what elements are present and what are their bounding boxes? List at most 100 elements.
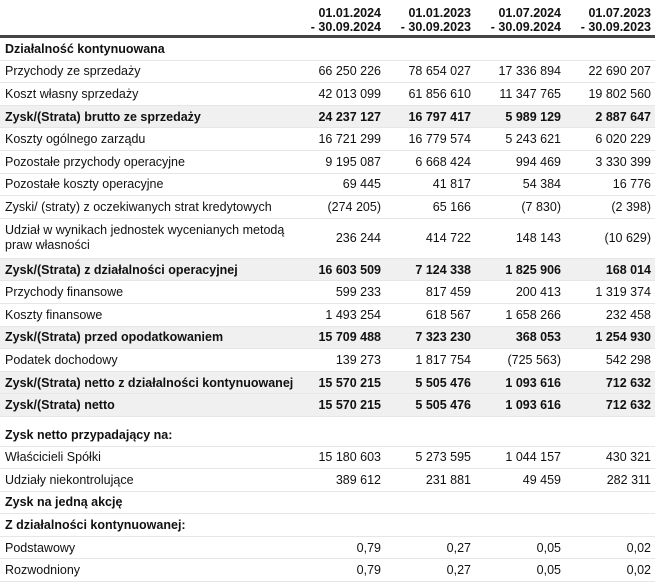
row-value: 49 459 — [475, 468, 565, 492]
row-value — [385, 513, 475, 537]
period-start: 01.07.2023 — [588, 6, 651, 20]
row-value: 3 330 399 — [565, 150, 655, 174]
row-label: Zysk netto przypadający na: — [0, 423, 295, 447]
row-value: 17 336 894 — [475, 60, 565, 84]
row-label: Działalność kontynuowana — [0, 36, 295, 61]
row-value: 16 776 — [565, 173, 655, 197]
period-start: 01.07.2024 — [498, 6, 561, 20]
table-row: Zysk/(Strata) netto 15 570 215 5 505 476 1 … — [0, 393, 655, 417]
row-value — [565, 423, 655, 447]
row-value: (2 398) — [565, 195, 655, 219]
row-value: 1 825 906 — [475, 258, 565, 282]
row-value: 712 632 — [565, 371, 655, 395]
table-row: Zysk/(Strata) brutto ze sprzedaży 24 237 … — [0, 105, 655, 129]
row-label: Rozwodniony — [0, 558, 295, 582]
row-value: 15 709 488 — [295, 326, 385, 350]
table-row: Zysk/(Strata) netto z działalności konty… — [0, 371, 655, 395]
header-row: 01.01.2024- 30.09.2024 01.01.2023- 30.09… — [0, 0, 655, 38]
row-value: 5 273 595 — [385, 446, 475, 470]
header-period: 01.01.2023- 30.09.2023 — [385, 0, 475, 38]
row-value — [295, 513, 385, 537]
row-value: 61 856 610 — [385, 82, 475, 106]
spacer — [0, 416, 655, 424]
row-value: 232 458 — [565, 303, 655, 327]
table-row: Przychody ze sprzedaży 66 250 226 78 654 0… — [0, 60, 655, 84]
row-value — [475, 491, 565, 515]
row-value — [385, 491, 475, 515]
row-value: 19 802 560 — [565, 82, 655, 106]
section-heading-row: Działalność kontynuowana — [0, 36, 655, 61]
row-value: 7 323 230 — [385, 326, 475, 350]
row-value: 1 093 616 — [475, 393, 565, 417]
row-value: 5 505 476 — [385, 371, 475, 395]
row-value: 994 469 — [475, 150, 565, 174]
row-value — [475, 423, 565, 447]
row-label: Podstawowy — [0, 536, 295, 560]
row-value: 0,79 — [295, 536, 385, 560]
row-label: Zysk/(Strata) z działalności operacyjnej — [0, 258, 295, 282]
row-value: 15 570 215 — [295, 371, 385, 395]
row-value — [385, 423, 475, 447]
spacer-row — [0, 416, 655, 424]
table-row: Rozwodniony 0,79 0,27 0,05 0,02 — [0, 558, 655, 582]
row-value: 368 053 — [475, 326, 565, 350]
section-heading-row: Zysk netto przypadający na: — [0, 423, 655, 447]
row-value: 65 166 — [385, 195, 475, 219]
period-end: - 30.09.2024 — [310, 20, 381, 34]
row-value: 712 632 — [565, 393, 655, 417]
row-value: 0,05 — [475, 536, 565, 560]
section-heading-row: Zysk na jedną akcję — [0, 491, 655, 515]
row-value: 16 603 509 — [295, 258, 385, 282]
row-value — [565, 491, 655, 515]
row-value: 0,02 — [565, 558, 655, 582]
row-value: 24 237 127 — [295, 105, 385, 129]
period-end: - 30.09.2024 — [490, 20, 561, 34]
row-label: Zyski/ (straty) z oczekiwanych strat kre… — [0, 195, 295, 219]
row-value: 16 779 574 — [385, 127, 475, 151]
row-value: 231 881 — [385, 468, 475, 492]
row-value: 5 505 476 — [385, 393, 475, 417]
row-value: 618 567 — [385, 303, 475, 327]
row-label: Zysk/(Strata) netto — [0, 393, 295, 417]
row-value: 9 195 087 — [295, 150, 385, 174]
row-value — [295, 491, 385, 515]
row-value: 236 244 — [295, 218, 385, 259]
row-value: 414 722 — [385, 218, 475, 259]
table-row: Zysk/(Strata) przed opodatkowaniem 15 709… — [0, 326, 655, 350]
row-value: 6 020 229 — [565, 127, 655, 151]
row-label: Koszty ogólnego zarządu — [0, 127, 295, 151]
row-value — [385, 36, 475, 61]
row-label: Zysk na jedną akcję — [0, 491, 295, 515]
row-value: 78 654 027 — [385, 60, 475, 84]
row-value: (10 629) — [565, 218, 655, 259]
row-value: 6 668 424 — [385, 150, 475, 174]
row-value: 0,27 — [385, 536, 475, 560]
table-row: Udziały niekontrolujące 389 612 231 881 49 … — [0, 468, 655, 492]
row-value: 11 347 765 — [475, 82, 565, 106]
row-label: Zysk/(Strata) brutto ze sprzedaży — [0, 105, 295, 129]
row-value: 22 690 207 — [565, 60, 655, 84]
row-value: 41 817 — [385, 173, 475, 197]
row-label: Udział w wynikach jednostek wycenianych … — [0, 218, 295, 259]
row-value: 0,79 — [295, 558, 385, 582]
table-row: Zysk/(Strata) z działalności operacyjnej… — [0, 258, 655, 282]
row-value: 389 612 — [295, 468, 385, 492]
row-value: 16 721 299 — [295, 127, 385, 151]
row-value: 69 445 — [295, 173, 385, 197]
row-value: 542 298 — [565, 348, 655, 372]
row-value: 7 124 338 — [385, 258, 475, 282]
row-value: 599 233 — [295, 280, 385, 304]
row-value — [475, 36, 565, 61]
period-end: - 30.09.2023 — [400, 20, 471, 34]
row-value: 139 273 — [295, 348, 385, 372]
row-label: Zysk/(Strata) przed opodatkowaniem — [0, 326, 295, 350]
header-period: 01.07.2023- 30.09.2023 — [565, 0, 655, 38]
header-period: 01.07.2024- 30.09.2024 — [475, 0, 565, 38]
row-value: 5 989 129 — [475, 105, 565, 129]
row-label: Przychody finansowe — [0, 280, 295, 304]
table-row: Udział w wynikach jednostek wycenianych … — [0, 218, 655, 259]
row-value: 1 254 930 — [565, 326, 655, 350]
row-value: 15 180 603 — [295, 446, 385, 470]
table-row: Koszty finansowe 1 493 254 618 567 1 658 26… — [0, 303, 655, 327]
